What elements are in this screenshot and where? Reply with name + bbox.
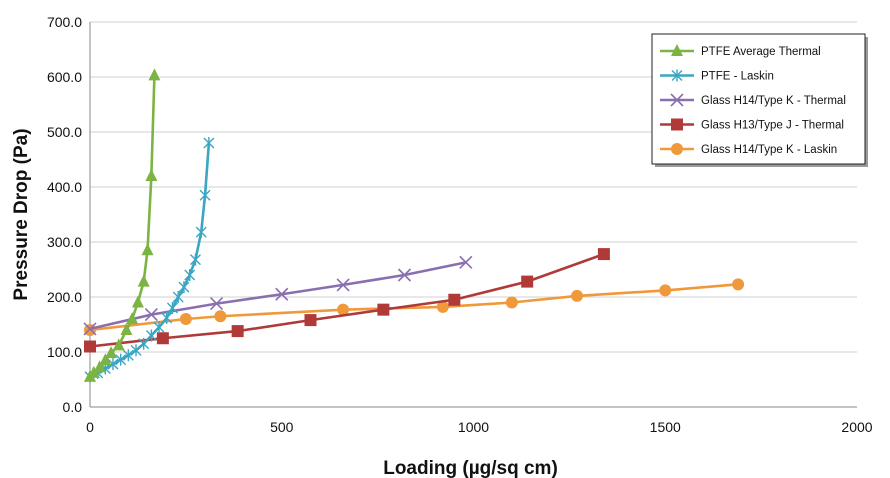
series-layer	[83, 68, 745, 383]
data-point	[144, 308, 158, 322]
data-point	[122, 349, 134, 362]
data-point	[130, 344, 142, 357]
x-tick-label: 0	[86, 419, 94, 435]
legend-label: Glass H14/Type K - Laskin	[701, 144, 837, 156]
data-point	[137, 274, 150, 287]
data-point	[659, 284, 672, 297]
legend-swatch-marker	[671, 44, 683, 56]
data-point	[166, 302, 178, 314]
data-point	[141, 243, 154, 256]
data-point	[112, 338, 125, 351]
x-tick-label: 1500	[650, 419, 681, 435]
series-5	[84, 278, 745, 336]
data-point	[156, 332, 169, 345]
x-tick-label: 500	[270, 419, 294, 435]
y-tick-label: 100.0	[47, 344, 82, 360]
legend-entry: Glass H13/Type J - Thermal	[660, 118, 844, 132]
y-tick-label: 300.0	[47, 234, 82, 250]
data-point	[126, 312, 139, 324]
y-tick-label: 600.0	[47, 69, 82, 85]
data-point	[597, 248, 610, 261]
data-point	[178, 281, 190, 294]
data-point	[199, 189, 211, 202]
data-point	[145, 169, 158, 181]
data-point	[107, 358, 119, 371]
x-tick-label: 1000	[458, 419, 489, 435]
data-point	[304, 314, 317, 327]
data-point	[84, 340, 96, 353]
legend: PTFE Average Thermal PTFE - Laskin Glass H…	[651, 33, 868, 167]
y-tick-label: 0.0	[63, 399, 83, 415]
legend-label: Glass H13/Type J - Thermal	[701, 120, 844, 132]
grid-layer	[90, 21, 857, 408]
series-line	[89, 252, 605, 348]
legend-swatch-marker	[671, 143, 683, 155]
data-point	[115, 353, 127, 366]
series-1	[84, 68, 161, 382]
data-point	[275, 287, 289, 301]
data-point	[436, 300, 449, 313]
legend-entry: PTFE Average Thermal	[660, 44, 821, 58]
y-axis-title: Pressure Drop (Pa)	[11, 128, 32, 300]
data-point	[184, 269, 196, 281]
data-point	[179, 313, 192, 325]
series-4	[84, 248, 610, 353]
legend-entry: Glass H14/Type K - Laskin	[660, 143, 837, 156]
legend-label: PTFE Average Thermal	[701, 46, 821, 58]
data-point	[153, 321, 165, 334]
legend-swatch-marker	[671, 118, 683, 131]
x-tick-label: 2000	[841, 419, 872, 435]
series-2	[84, 137, 215, 383]
data-point	[120, 323, 133, 335]
data-point	[161, 311, 173, 324]
data-point	[195, 226, 207, 239]
y-tick-label: 400.0	[47, 179, 82, 195]
data-point	[377, 303, 390, 316]
data-point	[336, 278, 350, 292]
legend-label: PTFE - Laskin	[701, 71, 774, 83]
legend-label: Glass H14/Type K - Thermal	[701, 95, 846, 107]
data-point	[397, 268, 412, 282]
legend-entry: PTFE - Laskin	[660, 69, 774, 83]
legend-entry: Glass H14/Type K - Thermal	[660, 93, 846, 107]
data-point	[732, 278, 745, 291]
data-point	[448, 293, 461, 306]
data-point	[231, 325, 244, 338]
data-point	[131, 295, 144, 308]
data-point	[189, 253, 201, 266]
series-3	[83, 255, 473, 336]
data-point	[337, 303, 350, 316]
data-point	[571, 289, 584, 302]
data-point	[93, 360, 106, 373]
data-point	[99, 353, 112, 366]
y-tick-label: 500.0	[47, 124, 82, 140]
data-point	[172, 291, 184, 303]
y-tick-label: 700.0	[47, 14, 82, 30]
data-point	[214, 310, 227, 323]
data-point	[83, 322, 97, 336]
axes-layer: 0.0 100.0 200.0 300.0 400.0 500.0 600.0 700.0 0 5…	[47, 14, 873, 435]
data-point	[148, 68, 161, 81]
legend-swatch-marker	[670, 93, 684, 107]
data-point	[459, 255, 473, 269]
data-point	[87, 365, 100, 378]
data-point	[505, 296, 518, 309]
data-point	[105, 346, 118, 359]
y-tick-label: 200.0	[47, 289, 82, 305]
data-point	[203, 137, 215, 149]
x-axis-title: Loading (µg/sq cm)	[383, 458, 558, 478]
legend-swatch-marker	[671, 69, 683, 82]
data-point	[209, 297, 224, 311]
data-point	[521, 275, 534, 288]
